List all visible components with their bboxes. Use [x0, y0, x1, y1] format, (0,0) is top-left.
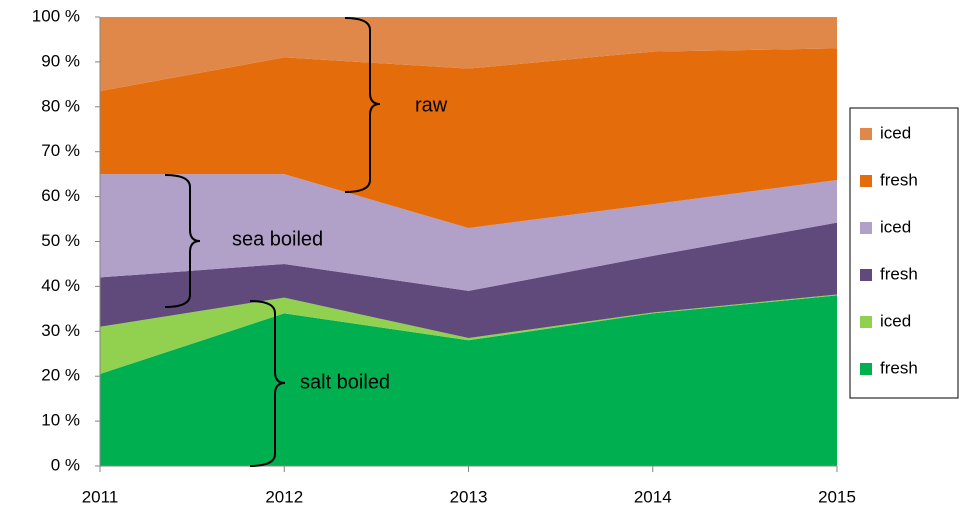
legend-label: iced — [880, 217, 911, 236]
annotation-group: raw sea boiled salt boiled — [164, 17, 448, 467]
annotation: sea boiled — [232, 228, 323, 250]
brace — [249, 300, 286, 467]
legend-label: fresh — [880, 358, 918, 377]
area — [100, 48, 837, 229]
x-tick-label: 2012 — [265, 487, 303, 506]
area — [100, 222, 837, 339]
legend: iced fresh iced fresh iced fresh — [860, 123, 918, 377]
legend-swatch — [860, 269, 872, 281]
annotation: raw — [415, 94, 448, 116]
axes: 0 % 10 % 20 % 30 % 40 % 50 % 60 % 70 % 80 % 90 % 1… — [32, 6, 856, 506]
x-tick-label: 2011 — [82, 487, 119, 506]
legend-label: fresh — [880, 264, 918, 283]
legend-box — [849, 107, 959, 399]
brace — [344, 17, 381, 193]
area — [100, 174, 837, 291]
legend-label: iced — [880, 311, 911, 330]
y-tick-label: 30 % — [41, 321, 80, 340]
area — [100, 294, 837, 374]
area — [100, 17, 837, 92]
x-tick-label: 2014 — [634, 487, 672, 506]
y-tick-label: 40 % — [41, 276, 80, 295]
area — [100, 295, 837, 466]
legend-swatch — [860, 316, 872, 328]
brace — [164, 174, 201, 308]
y-tick-label: 60 % — [41, 186, 80, 205]
y-tick-label: 20 % — [41, 366, 80, 385]
y-tick-label: 0 % — [51, 455, 80, 474]
x-tick-label: 2013 — [450, 487, 488, 506]
y-tick-label: 50 % — [41, 231, 80, 250]
y-tick-label: 70 % — [41, 141, 80, 160]
legend-swatch — [860, 363, 872, 375]
legend-label: fresh — [880, 170, 918, 189]
x-tick-label: 2015 — [818, 487, 856, 506]
legend-swatch — [860, 222, 872, 234]
legend-label: iced — [880, 123, 911, 142]
legend-swatch — [860, 128, 872, 140]
annotation: salt boiled — [300, 371, 390, 393]
y-tick-label: 90 % — [41, 51, 80, 70]
y-tick-label: 10 % — [41, 411, 80, 430]
y-tick-label: 80 % — [41, 96, 80, 115]
legend-swatch — [860, 175, 872, 187]
plot-area — [100, 17, 837, 466]
y-tick-label: 100 % — [32, 6, 80, 25]
